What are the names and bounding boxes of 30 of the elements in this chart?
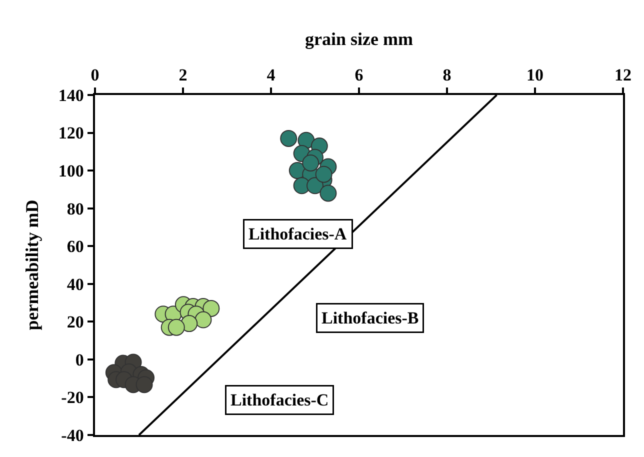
x-axis-title: grain size mm	[305, 29, 413, 50]
x-tick-label: 2	[178, 65, 188, 84]
annotation: Lithofacies-C	[230, 390, 329, 410]
y-tick-label: 80	[66, 199, 84, 218]
y-tick-label: 20	[66, 312, 84, 332]
x-tick-label: 12	[614, 65, 632, 84]
point	[202, 300, 220, 317]
y-tick-label: -20	[61, 388, 84, 408]
annotation: Lithofacies-B	[322, 308, 419, 328]
y-tick-label: 120	[58, 124, 84, 143]
x-tick-label: 0	[90, 65, 100, 84]
y-tick-label: 60	[66, 237, 84, 256]
annotation: Lithofacies-A	[248, 224, 348, 244]
y-tick-label: 0	[75, 350, 84, 370]
point	[136, 376, 153, 394]
point	[315, 166, 332, 183]
y-tick-label: 40	[66, 274, 84, 294]
x-tick-label: 4	[266, 65, 276, 84]
x-tick-label: 6	[354, 65, 364, 84]
y-tick-label: 100	[58, 162, 84, 181]
y-tick-label: 140	[58, 86, 84, 105]
point	[320, 184, 337, 202]
point	[280, 130, 298, 147]
point	[168, 318, 185, 336]
point	[194, 311, 212, 328]
point	[302, 154, 320, 172]
y-tick-label: -40	[61, 426, 84, 445]
x-tick-label: 10	[526, 65, 544, 84]
y-axis-title: permeability mD	[22, 200, 42, 330]
x-tick-label: 8	[442, 65, 452, 84]
